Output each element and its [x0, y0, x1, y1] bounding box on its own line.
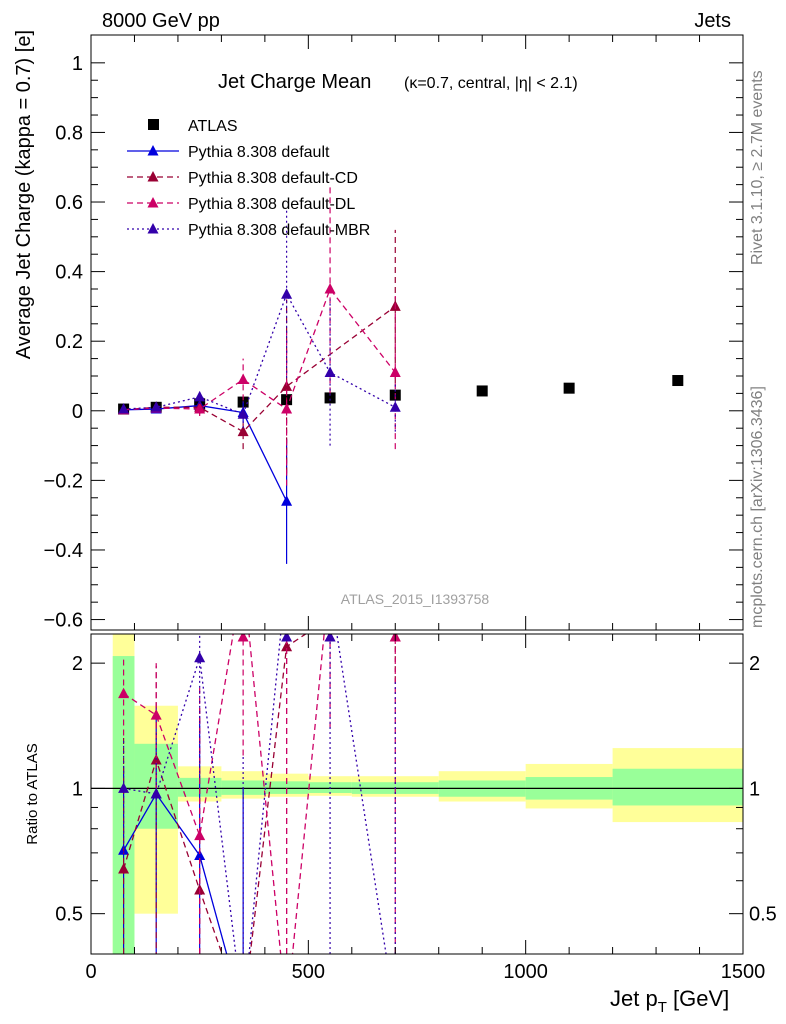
ratio-point: [194, 651, 206, 663]
legend-marker: [148, 119, 159, 130]
svg-text:Jet pT [GeV]: Jet pT [GeV]: [610, 986, 729, 1016]
main-frame: [90, 34, 744, 631]
ratio-point: [150, 787, 162, 799]
ratio-y-tick-label-right: 1: [749, 778, 760, 800]
ratio-y-tick-label: 0.5: [55, 904, 83, 926]
ratio-point: [194, 849, 206, 860]
y-tick-label: 0.4: [55, 262, 83, 284]
data-point: [150, 401, 162, 412]
y-tick-label: −0.6: [44, 610, 83, 632]
data-point: [194, 403, 206, 414]
data-point: [281, 288, 293, 299]
series-1: [118, 398, 293, 564]
category-label: Jets: [694, 10, 731, 32]
legend-label: Pythia 8.308 default-DL: [188, 196, 355, 213]
data-point: [324, 283, 336, 294]
ratio-point: [150, 709, 162, 720]
data-point: [324, 366, 336, 378]
ratio-y-tick-label: 1: [72, 778, 83, 800]
ratio-point: [281, 640, 293, 652]
data-point: [281, 380, 293, 391]
data-point: [118, 403, 130, 414]
y-tick-label: 0.8: [55, 122, 83, 144]
ratio-point: [194, 829, 206, 841]
x-tick-label: 500: [292, 961, 325, 983]
main-panel-axes: −0.6 −0.4 −0.2 0 0.2 0.4 0.6 0.8 1: [44, 34, 744, 632]
chart-subtitle: (κ=0.7, central, |η| < 2.1): [404, 75, 578, 92]
series-line: [123, 292, 396, 416]
ratio-panel-data: [118, 634, 401, 954]
y-tick-label: −0.2: [44, 470, 83, 492]
ratio-y-tick-label: 2: [72, 653, 83, 675]
legend-label: Pythia 8.308 default-CD: [188, 170, 358, 187]
data-point: [194, 390, 206, 402]
uncertainty-bands: [91, 634, 743, 954]
series-line: [123, 404, 288, 502]
ratio-point: [118, 782, 130, 793]
main-panel: −0.6 −0.4 −0.2 0 0.2 0.4 0.6 0.8 1 Jet Charge Me…: [13, 30, 744, 632]
data-point: [281, 495, 293, 506]
atlas-data-point: [563, 382, 575, 394]
rivet-version-label: Rivet 3.1.10, ≥ 2.7M events: [749, 70, 766, 265]
data-point: [389, 366, 401, 378]
inner-band: [612, 768, 743, 806]
ratio-y-tick-label-right: 0.5: [749, 904, 777, 926]
legend-marker: [147, 197, 159, 208]
y-tick-label: 1: [72, 53, 83, 75]
y-tick-label: −0.4: [44, 540, 83, 562]
x-axis-label: Jet pT [GeV]: [610, 986, 729, 1016]
series-4: [118, 210, 401, 446]
y-tick-label: 0.6: [55, 192, 83, 214]
source-label: mcplots.cern.ch [arXiv:1306.3436]: [749, 386, 766, 628]
series-line: [123, 305, 396, 433]
series-2: [118, 229, 401, 474]
ratio-line: [122, 634, 307, 954]
ratio-panel-axes: 0.5 0.5 1 1 2 2 0 500 1000 1500: [55, 633, 777, 983]
x-tick-label: 1500: [721, 961, 766, 983]
data-point: [281, 403, 293, 414]
atlas-data-point: [476, 385, 488, 397]
analysis-label: ATLAS_2015_I1393758: [341, 591, 490, 607]
y-axis-label: Average Jet Charge (kappa = 0.7) [e]: [13, 30, 35, 359]
data-point: [237, 425, 249, 437]
atlas-data-point: [672, 375, 684, 387]
ratio-y-tick-label-right: 2: [749, 653, 760, 675]
ratio-point-overflow: [237, 634, 249, 642]
inner-band: [264, 781, 309, 794]
ratio-point: [118, 863, 130, 874]
energy-label: 8000 GeV pp: [102, 10, 220, 32]
ratio-panel: 0.5 0.5 1 1 2 2 0 500 1000 1500 Ratio to ATLAS Je…: [24, 633, 777, 1016]
legend-marker: [147, 223, 159, 234]
ratio-point: [118, 687, 130, 699]
legend-label: Pythia 8.308 default-MBR: [188, 222, 370, 239]
legend-marker: [147, 171, 159, 182]
ratio-point-overflow: [324, 634, 336, 642]
ratio-frame: [90, 633, 744, 955]
x-tick-label: 1000: [503, 961, 548, 983]
ratio-point-overflow: [281, 634, 293, 642]
ratio-y-axis-label: Ratio to ATLAS: [24, 743, 41, 844]
chart-title: Jet Charge Mean: [218, 71, 371, 93]
data-point: [237, 408, 249, 419]
legend: ATLAS Pythia 8.308 default Pythia 8.308 de…: [127, 118, 370, 239]
series-line: [123, 287, 396, 411]
legend-label: Pythia 8.308 default: [188, 144, 330, 161]
y-tick-label: 0: [72, 401, 83, 423]
legend-label: ATLAS: [188, 118, 238, 135]
atlas-data-point: [324, 392, 336, 404]
data-point: [237, 373, 249, 384]
legend-marker: [147, 145, 159, 156]
ratio-series-3: [118, 634, 396, 954]
main-panel-data: [118, 184, 684, 564]
x-tick-label: 0: [85, 961, 96, 983]
data-point: [389, 401, 401, 412]
y-tick-label: 0.2: [55, 331, 83, 353]
